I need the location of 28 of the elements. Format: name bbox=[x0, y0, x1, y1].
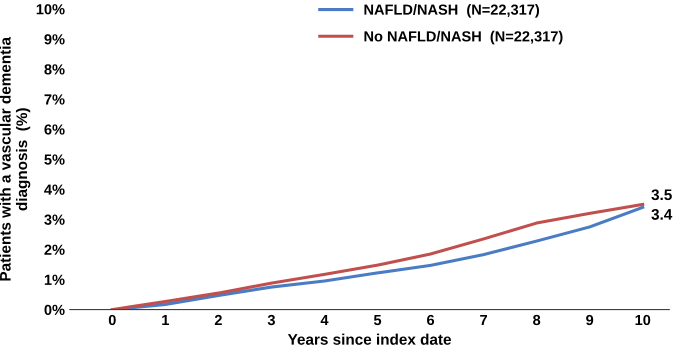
data-label: 3.5 bbox=[651, 189, 672, 200]
x-axis-title: Years since index date bbox=[288, 334, 451, 345]
y-tick-label: 5% bbox=[44, 154, 65, 165]
x-tick-label: 7 bbox=[480, 314, 488, 326]
y-tick-label: 6% bbox=[44, 124, 65, 135]
x-tick-label: 4 bbox=[320, 314, 328, 326]
data-label: 3.4 bbox=[651, 209, 672, 220]
y-tick-label: 4% bbox=[44, 184, 65, 195]
x-tick-label: 8 bbox=[533, 314, 540, 326]
y-tick-label: 3% bbox=[44, 214, 65, 225]
legend-label: NAFLD/NASH (N=22,317) bbox=[364, 4, 540, 18]
x-tick-label: 0 bbox=[108, 314, 116, 326]
x-tick-label: 5 bbox=[374, 314, 382, 326]
x-tick-label: 3 bbox=[268, 314, 275, 326]
x-tick-label: 2 bbox=[214, 314, 222, 326]
y-tick-label: 9% bbox=[44, 34, 65, 44]
y-tick-label: 2% bbox=[44, 244, 65, 255]
x-tick-label: 6 bbox=[427, 314, 434, 326]
y-tick-label: 8% bbox=[44, 64, 65, 75]
y-axis-title: Patients with a vascular dementia diagnosis (%) bbox=[0, 36, 30, 281]
y-tick-label: 0% bbox=[44, 304, 65, 316]
x-tick-label: 1 bbox=[162, 314, 169, 326]
legend-label: No NAFLD/NASH (N=22,317) bbox=[364, 30, 563, 44]
y-tick-label: 1% bbox=[44, 274, 65, 285]
x-tick-label: 10 bbox=[636, 314, 650, 326]
y-tick-label: 7% bbox=[44, 94, 65, 105]
y-tick-label: 10% bbox=[36, 4, 65, 14]
x-tick-label: 9 bbox=[586, 314, 594, 326]
